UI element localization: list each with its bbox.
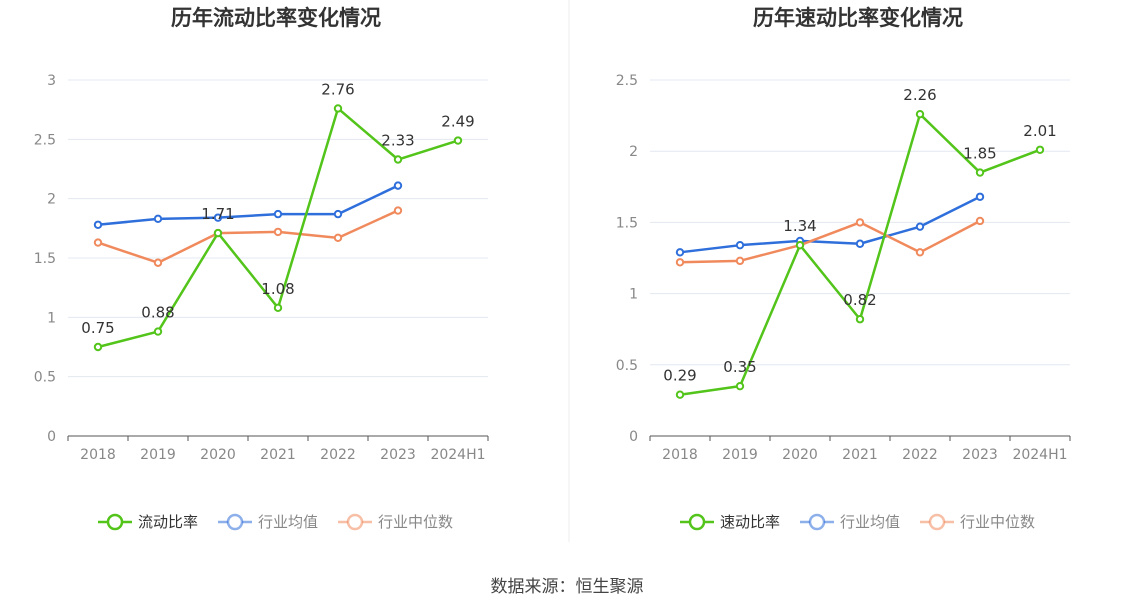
y-tick-label: 0.5 — [616, 358, 638, 374]
y-tick-label: 2 — [47, 192, 56, 208]
legend-swatch-marker — [808, 513, 826, 531]
x-tick-label: 2024H1 — [1012, 447, 1067, 463]
y-tick-label: 1 — [47, 310, 56, 326]
data-point-company — [93, 342, 103, 352]
y-tick-label: 2 — [629, 144, 638, 160]
legend-label: 行业中位数 — [960, 513, 1035, 531]
data-point-industry_median — [153, 258, 163, 267]
data-point-industry_avg — [915, 222, 925, 231]
series-line-industry_avg — [97, 184, 399, 227]
data-point-industry_median — [273, 227, 283, 237]
data-label: 2.01 — [1023, 122, 1056, 140]
y-tick-label: 2.5 — [34, 132, 56, 148]
x-tick-label: 2021 — [260, 447, 296, 463]
series-line-industry_median — [97, 209, 399, 264]
data-point-industry_avg — [675, 248, 685, 257]
data-point-company — [453, 136, 463, 145]
data-point-industry_avg — [273, 209, 283, 219]
data-point-company — [1035, 145, 1045, 154]
data-point-industry_median — [915, 248, 925, 257]
data-point-company — [675, 390, 685, 399]
x-tick-label: 2019 — [140, 447, 176, 463]
data-label: 0.88 — [141, 304, 174, 322]
legend-swatch-marker — [688, 513, 706, 531]
data-point-industry_median — [975, 216, 985, 226]
x-tick-label: 2024H1 — [430, 447, 485, 463]
legend-swatch-marker — [346, 513, 364, 531]
data-point-company — [273, 303, 283, 313]
data-point-industry_avg — [93, 220, 103, 229]
data-label: 2.26 — [903, 86, 936, 104]
x-tick-label: 2021 — [842, 447, 878, 463]
data-source-note: 数据来源：恒生聚源 — [490, 577, 644, 597]
x-tick-label: 2023 — [962, 447, 998, 463]
data-label: 1.85 — [963, 145, 996, 163]
y-tick-label: 2.5 — [616, 73, 638, 89]
data-point-industry_avg — [855, 239, 865, 248]
data-label: 2.76 — [321, 80, 354, 98]
data-label: 2.33 — [381, 132, 414, 150]
y-tick-label: 1.5 — [34, 251, 56, 267]
x-tick-label: 2019 — [722, 447, 758, 463]
x-tick-label: 2023 — [380, 447, 416, 463]
data-point-industry_avg — [213, 213, 223, 222]
legend-swatch-marker — [928, 513, 946, 531]
data-point-industry_avg — [735, 240, 745, 250]
data-point-industry_avg — [333, 209, 343, 219]
legend-label: 行业中位数 — [378, 513, 453, 531]
data-point-company — [795, 240, 805, 250]
data-point-company — [393, 155, 403, 164]
data-point-company — [975, 168, 985, 177]
y-tick-label: 1 — [629, 287, 638, 303]
data-label: 0.75 — [81, 319, 114, 337]
legend-label: 流动比率 — [138, 513, 198, 531]
chart-title: 历年速动比率变化情况 — [753, 6, 963, 30]
data-label: 1.71 — [201, 205, 234, 223]
data-point-industry_median — [93, 238, 103, 247]
legend-swatch-marker — [106, 513, 124, 531]
data-point-industry_avg — [153, 214, 163, 224]
legend-label: 行业均值 — [840, 513, 900, 531]
series-line-industry_median — [679, 219, 981, 264]
data-point-company — [213, 228, 223, 238]
data-point-company — [153, 327, 163, 336]
data-point-industry_avg — [975, 192, 985, 201]
data-label: 1.08 — [261, 280, 294, 298]
y-tick-label: 0 — [629, 429, 638, 445]
y-tick-label: 0 — [47, 429, 56, 445]
data-point-company — [855, 315, 865, 324]
data-point-company — [333, 104, 343, 113]
legend-swatch-marker — [226, 513, 244, 531]
x-tick-label: 2022 — [902, 447, 938, 463]
data-label: 0.29 — [663, 367, 696, 385]
series-line-industry_avg — [679, 195, 981, 254]
legend-label: 行业均值 — [258, 513, 318, 531]
data-point-industry_median — [735, 256, 745, 266]
data-label: 0.35 — [723, 358, 756, 376]
data-point-industry_median — [333, 233, 343, 243]
chart-title: 历年流动比率变化情况 — [171, 6, 381, 30]
data-point-company — [735, 381, 745, 391]
data-label: 2.49 — [441, 113, 474, 131]
data-point-industry_median — [675, 258, 685, 267]
data-point-company — [915, 109, 925, 119]
x-tick-label: 2018 — [662, 447, 698, 463]
legend-label: 速动比率 — [720, 513, 780, 531]
x-tick-label: 2022 — [320, 447, 356, 463]
y-tick-label: 0.5 — [34, 370, 56, 386]
x-tick-label: 2018 — [80, 447, 116, 463]
data-point-industry_median — [855, 218, 865, 227]
data-label: 0.82 — [843, 291, 876, 309]
y-tick-label: 1.5 — [616, 215, 638, 231]
x-tick-label: 2020 — [200, 447, 236, 463]
x-tick-label: 2020 — [782, 447, 818, 463]
y-tick-label: 3 — [47, 73, 56, 89]
data-label: 1.34 — [783, 217, 816, 235]
data-point-industry_avg — [393, 181, 403, 190]
data-point-industry_median — [393, 206, 403, 215]
